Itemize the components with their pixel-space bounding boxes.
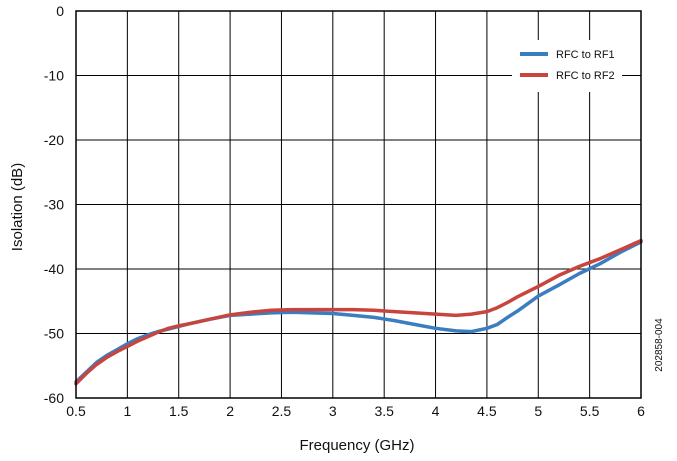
x-tick-label: 3.5 (374, 403, 394, 419)
legend: RFC to RF1 RFC to RF2 (512, 40, 622, 92)
series-group (74, 238, 643, 386)
x-tick-label: 6 (637, 403, 645, 419)
y-tick-label: -30 (44, 197, 64, 213)
x-tick-label: 5 (534, 403, 542, 419)
y-tick-label: -20 (44, 132, 64, 148)
x-tick-label: 2 (226, 403, 234, 419)
legend-label-rfc-to-rf2: RFC to RF2 (556, 70, 615, 82)
x-axis-title: Frequency (GHz) (299, 437, 414, 454)
x-tick-label: 1.5 (169, 403, 189, 419)
series-line-rfc-to-rf1 (74, 240, 643, 384)
x-tick-label: 1 (123, 403, 131, 419)
y-tick-label: -40 (44, 261, 64, 277)
y-tick-label: -60 (44, 390, 64, 406)
y-tick-label: -50 (44, 326, 64, 342)
x-tick-label: 5.5 (580, 403, 600, 419)
plot-border (75, 10, 642, 399)
x-tick-label: 4 (432, 403, 440, 419)
legend-background (512, 40, 622, 92)
series-line-rfc-to-rf2 (74, 238, 643, 386)
legend-label-rfc-to-rf1: RFC to RF1 (556, 49, 615, 61)
x-tick-label: 0.5 (66, 403, 86, 419)
x-tick-label: 4.5 (477, 403, 497, 419)
y-axis-title: Isolation (dB) (9, 163, 26, 251)
y-tick-label: 0 (56, 3, 64, 19)
tick-labels: 0.5 1 1.5 2 2.5 3 3.5 4 4.5 5 5.5 6 0 -10 -20 -30 -40 -50… (44, 3, 645, 419)
y-tick-label: -10 (44, 68, 64, 84)
x-tick-label: 3 (329, 403, 337, 419)
figure-code: 202858-004 (654, 318, 665, 372)
x-tick-label: 2.5 (272, 403, 292, 419)
